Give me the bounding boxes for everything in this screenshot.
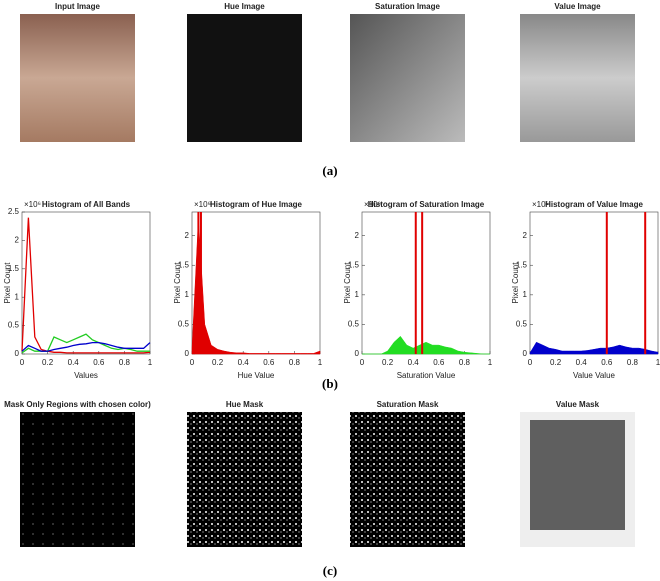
histogram: Histogram of Value Image×10⁶ Value Value P… [511, 200, 660, 380]
y-exponent: ×10⁶ [532, 200, 549, 209]
x-tick-label: 0 [190, 358, 195, 367]
chart-title: Histogram of Saturation Image [368, 200, 485, 209]
image [520, 14, 635, 142]
image [187, 412, 302, 547]
image [20, 14, 135, 142]
x-tick-label: 1 [656, 358, 660, 367]
y-tick-label: 0.5 [8, 321, 20, 330]
y-axis-label: Pixel Count [173, 262, 182, 304]
image [187, 14, 302, 142]
x-tick-label: 0.8 [119, 358, 131, 367]
y-tick-label: 1.5 [8, 264, 20, 273]
x-axis-label: Saturation Value [397, 371, 456, 380]
histogram: Histogram of All Bands×10⁶ Values Pixel Co… [3, 200, 153, 380]
x-tick-label: 0.8 [627, 358, 639, 367]
y-tick-label: 0 [185, 349, 190, 358]
y-tick-label: 2 [185, 231, 190, 240]
image-detail [530, 420, 625, 530]
x-axis-label: Values [74, 371, 98, 380]
y-tick-label: 0 [523, 349, 528, 358]
image-title: Saturation Image [375, 2, 440, 11]
image [350, 412, 465, 547]
x-tick-label: 0.2 [42, 358, 54, 367]
panel-label: (c) [323, 563, 337, 578]
row-c: Mask Only Regions with chosen color) Hue … [4, 400, 635, 547]
image-title: Hue Mask [226, 400, 264, 409]
histogram: Histogram of Saturation Image×10⁶ Saturat… [343, 200, 493, 380]
chart-title: Histogram of Value Image [545, 200, 643, 209]
chart-title: Histogram of All Bands [42, 200, 131, 209]
y-tick-label: 0 [15, 349, 20, 358]
x-tick-label: 0.4 [576, 358, 588, 367]
x-tick-label: 0.4 [68, 358, 80, 367]
image-title: Mask Only Regions with chosen color) [4, 400, 151, 409]
histogram-area [529, 341, 659, 355]
plot-area [21, 211, 151, 355]
y-exponent: ×10⁶ [24, 200, 41, 209]
plot-area [361, 211, 491, 355]
y-tick-label: 0 [355, 349, 360, 358]
y-exponent: ×10⁶ [194, 200, 211, 209]
histogram-area [191, 217, 321, 355]
row-a: Input Image Hue Image Saturation Image Valu… [20, 2, 635, 142]
y-tick-label: 0.5 [348, 320, 360, 329]
y-axis-label: Pixel Count [343, 262, 352, 304]
histogram-line [21, 341, 151, 352]
y-tick-label: 1 [523, 290, 528, 299]
image-title: Value Image [554, 2, 601, 11]
y-tick-label: 1 [185, 290, 190, 299]
histogram-area [362, 335, 490, 355]
image-title: Saturation Mask [377, 400, 439, 409]
x-axis-label: Hue Value [238, 371, 275, 380]
histogram-line [21, 217, 151, 354]
image-title: Input Image [55, 2, 100, 11]
y-tick-label: 2 [15, 236, 20, 245]
x-tick-label: 0.6 [601, 358, 613, 367]
panel-label: (b) [322, 376, 338, 391]
image-title: Value Mask [556, 400, 600, 409]
y-tick-label: 1.5 [348, 260, 360, 269]
x-tick-label: 0.6 [263, 358, 275, 367]
x-tick-label: 0.4 [408, 358, 420, 367]
y-tick-label: 1.5 [516, 260, 528, 269]
x-tick-label: 0.6 [93, 358, 105, 367]
x-tick-label: 0.2 [382, 358, 394, 367]
panel-label: (a) [322, 163, 337, 178]
chart-title: Histogram of Hue Image [210, 200, 303, 209]
x-tick-label: 0.2 [550, 358, 562, 367]
x-tick-label: 0 [528, 358, 533, 367]
x-tick-label: 0.8 [459, 358, 471, 367]
image [20, 412, 135, 547]
x-tick-label: 0.2 [212, 358, 224, 367]
y-axis-label: Pixel Count [3, 262, 12, 304]
y-exponent: ×10⁶ [364, 200, 381, 209]
histogram: Histogram of Hue Image×10⁶ Hue Value Pixel… [173, 200, 323, 380]
x-tick-label: 0.4 [238, 358, 250, 367]
x-tick-label: 1 [148, 358, 153, 367]
y-tick-label: 0.5 [178, 320, 190, 329]
plot-area [191, 211, 321, 355]
image-title: Hue Image [224, 2, 265, 11]
y-tick-label: 2 [523, 231, 528, 240]
y-tick-label: 2 [355, 231, 360, 240]
y-tick-label: 1 [355, 290, 360, 299]
x-tick-label: 0 [360, 358, 365, 367]
x-tick-label: 1 [488, 358, 493, 367]
x-tick-label: 0.8 [289, 358, 301, 367]
y-tick-label: 1 [15, 292, 20, 301]
image [350, 14, 465, 142]
y-tick-label: 1.5 [178, 260, 190, 269]
x-axis-label: Value Value [573, 371, 616, 380]
y-tick-label: 0.5 [516, 320, 528, 329]
y-axis-label: Pixel Count [511, 262, 520, 304]
x-tick-label: 0 [20, 358, 25, 367]
x-tick-label: 0.6 [433, 358, 445, 367]
x-tick-label: 1 [318, 358, 323, 367]
y-tick-label: 2.5 [8, 207, 20, 216]
plot-area [529, 211, 659, 355]
